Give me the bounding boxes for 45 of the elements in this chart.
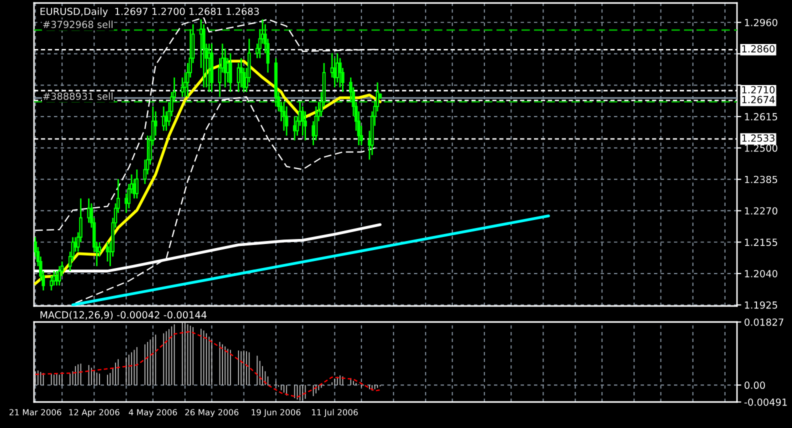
- candlestick: [338, 57, 342, 88]
- y-tick-label: 1.2385: [745, 176, 778, 184]
- candlestick: [202, 24, 206, 88]
- x-tick-label: 11 Jul 2006: [312, 408, 358, 417]
- y-tick-label: 1.2960: [745, 18, 778, 26]
- ref-line-label: 1.2860: [742, 45, 775, 52]
- candlestick: [180, 76, 184, 98]
- y-tick-label: 1.2040: [745, 270, 778, 278]
- y-tick-label: 1.1925: [745, 301, 778, 309]
- y-tick-label: -0.00491: [744, 398, 787, 406]
- candlestick: [282, 101, 286, 132]
- ref-line-label: 1.2674: [742, 96, 775, 104]
- candlestick: [240, 57, 243, 88]
- y-tick-label: 0.01827: [744, 318, 784, 326]
- ref-line-label: 1.2533: [742, 134, 774, 142]
- y-tick-label: 1.2500: [745, 144, 778, 152]
- x-tick-label: 26 May 2006: [185, 409, 238, 418]
- candlestick: [135, 168, 139, 200]
- candlestick: [162, 106, 166, 132]
- ref-line-label: #3888931 sell: [43, 92, 113, 100]
- candlestick: [284, 106, 288, 136]
- x-tick-label: 4 May 2006: [128, 409, 177, 418]
- ref-line-label: #3792968 sell: [43, 20, 113, 28]
- line-series: [34, 330, 381, 398]
- candlestick: [333, 57, 336, 88]
- candlestick: [301, 106, 304, 136]
- candlestick: [87, 198, 90, 224]
- chart-title: EURUSD,Daily 1.2697 1.2700 1.2681 1.2683: [40, 8, 259, 17]
- candlestick: [314, 106, 318, 141]
- chart-title: MACD(12,26,9) -0.00042 -0.00144: [40, 311, 207, 320]
- candlestick: [304, 110, 307, 141]
- x-tick-label: 21 Mar 2006: [10, 409, 62, 416]
- y-tick-label: 1.2155: [745, 238, 778, 246]
- candlestick: [228, 52, 232, 93]
- y-tick-label: 1.2270: [745, 207, 778, 215]
- x-tick-label: 19 Jun 2006: [252, 409, 300, 417]
- candlestick: [50, 275, 53, 292]
- candlestick: [55, 270, 58, 286]
- candlestick: [106, 241, 110, 262]
- x-tick-label: 12 Apr 2006: [69, 409, 120, 418]
- line-series: [34, 60, 382, 286]
- y-tick-label: 1.2615: [745, 113, 778, 120]
- ref-line-label: 1.2710: [742, 86, 775, 94]
- candlestick: [58, 265, 62, 286]
- y-tick-label: 0.00: [744, 382, 765, 389]
